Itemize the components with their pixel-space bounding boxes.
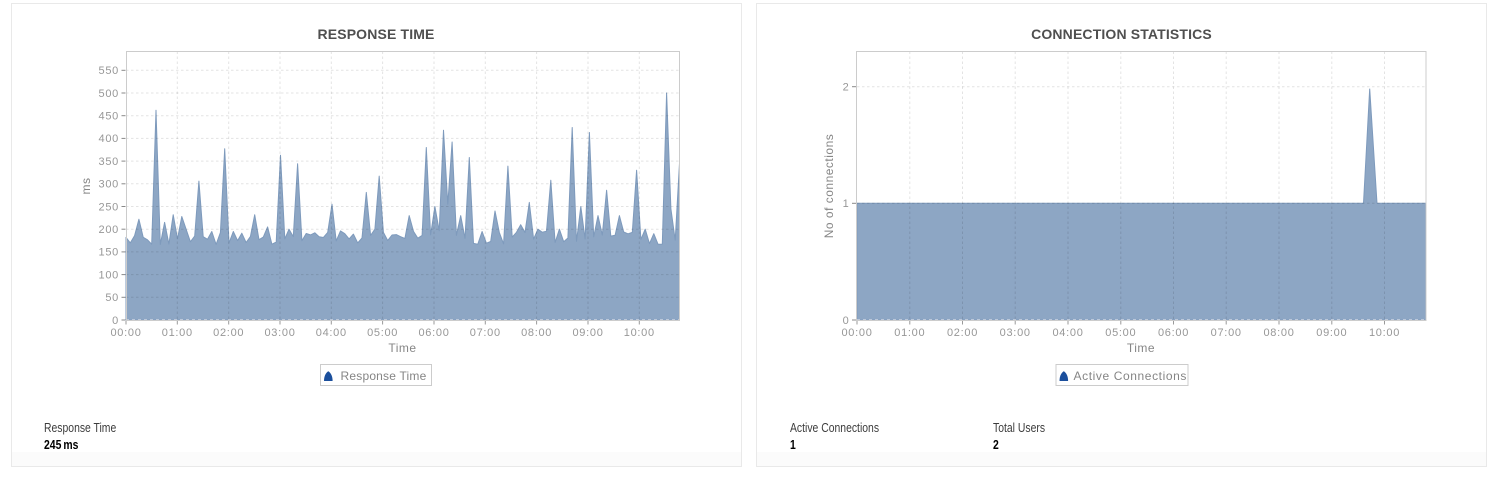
svg-text:350: 350 <box>99 156 119 168</box>
svg-text:300: 300 <box>99 179 119 191</box>
svg-text:01:00: 01:00 <box>162 327 193 339</box>
svg-text:RESPONSE TIME: RESPONSE TIME <box>317 26 434 42</box>
svg-text:250: 250 <box>99 201 119 213</box>
svg-text:02:00: 02:00 <box>947 327 978 339</box>
svg-text:2: 2 <box>843 82 850 94</box>
svg-text:08:00: 08:00 <box>521 327 552 339</box>
svg-text:01:00: 01:00 <box>894 327 925 339</box>
svg-text:200: 200 <box>99 224 119 236</box>
svg-text:Time: Time <box>388 341 416 355</box>
svg-text:05:00: 05:00 <box>367 327 398 339</box>
svg-text:04:00: 04:00 <box>316 327 347 339</box>
svg-text:Time: Time <box>1127 341 1155 355</box>
svg-text:04:00: 04:00 <box>1052 327 1083 339</box>
svg-text:00:00: 00:00 <box>110 327 141 339</box>
svg-text:07:00: 07:00 <box>470 327 501 339</box>
svg-text:05:00: 05:00 <box>1105 327 1136 339</box>
svg-text:0: 0 <box>112 315 119 327</box>
svg-text:CONNECTION STATISTICS: CONNECTION STATISTICS <box>1031 26 1212 42</box>
svg-text:100: 100 <box>99 269 119 281</box>
svg-text:08:00: 08:00 <box>1263 327 1294 339</box>
svg-text:550: 550 <box>99 65 119 77</box>
svg-text:Response Time: Response Time <box>341 369 427 383</box>
svg-text:450: 450 <box>99 111 119 123</box>
svg-text:ms: ms <box>79 178 93 195</box>
svg-text:500: 500 <box>99 88 119 100</box>
svg-text:0: 0 <box>843 315 850 327</box>
svg-text:150: 150 <box>99 247 119 259</box>
svg-text:400: 400 <box>99 133 119 145</box>
svg-text:09:00: 09:00 <box>572 327 603 339</box>
svg-text:07:00: 07:00 <box>1211 327 1242 339</box>
svg-text:06:00: 06:00 <box>1158 327 1189 339</box>
svg-text:02:00: 02:00 <box>213 327 244 339</box>
svg-text:03:00: 03:00 <box>264 327 295 339</box>
svg-text:06:00: 06:00 <box>418 327 449 339</box>
svg-text:00:00: 00:00 <box>841 327 872 339</box>
svg-text:09:00: 09:00 <box>1316 327 1347 339</box>
svg-text:Active Connections: Active Connections <box>1074 369 1188 383</box>
svg-text:10:00: 10:00 <box>1369 327 1400 339</box>
svg-text:10:00: 10:00 <box>624 327 655 339</box>
svg-text:50: 50 <box>105 292 119 304</box>
svg-text:03:00: 03:00 <box>1000 327 1031 339</box>
svg-text:1: 1 <box>843 198 850 210</box>
svg-text:No of connections: No of connections <box>822 134 836 239</box>
